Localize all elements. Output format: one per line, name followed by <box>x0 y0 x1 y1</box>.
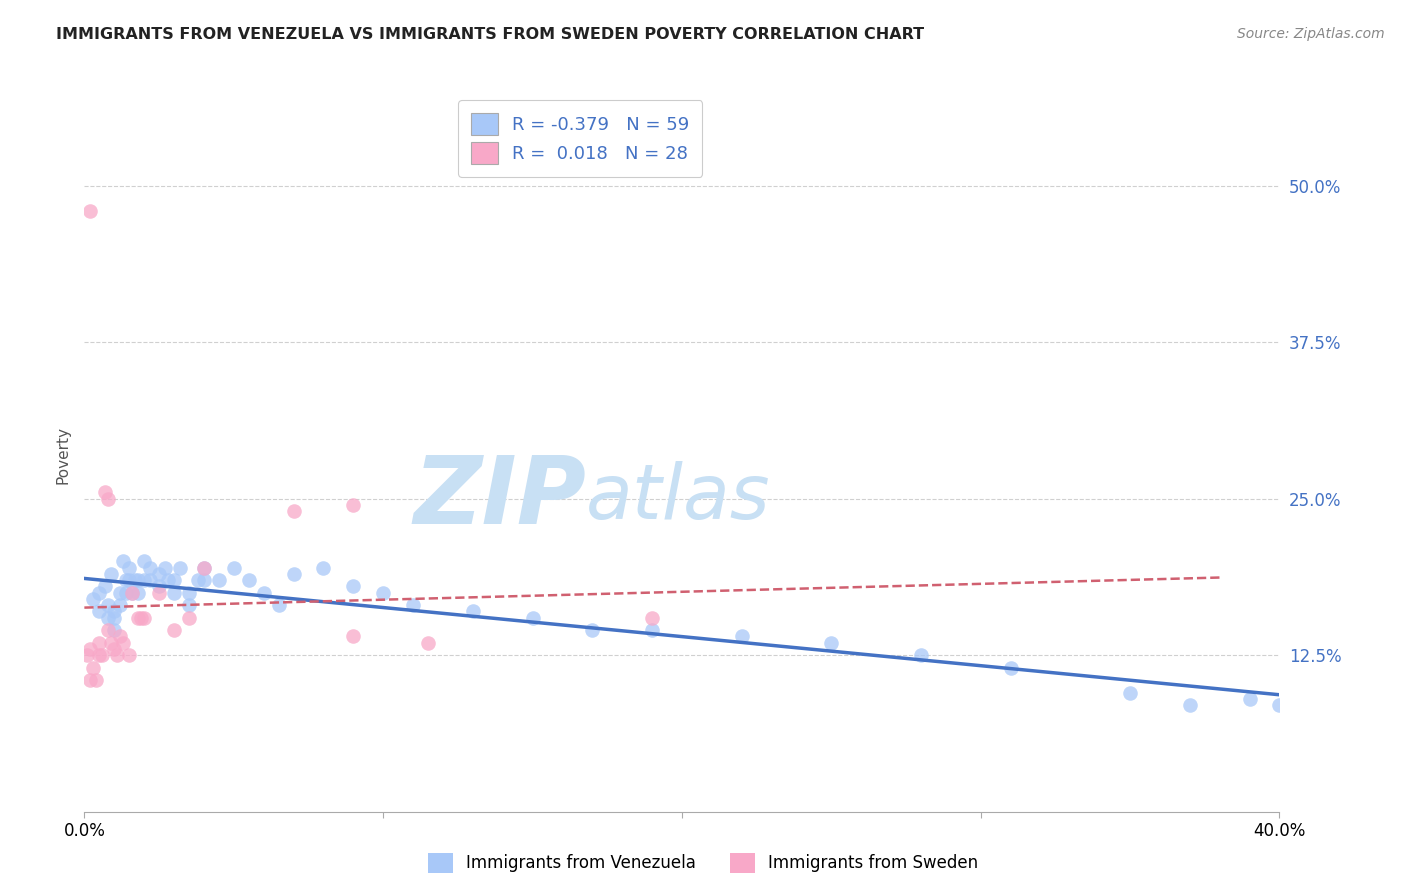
Point <box>820 636 842 650</box>
Point <box>97 610 120 624</box>
Point <box>115 573 138 587</box>
Point <box>97 598 120 612</box>
Point <box>110 630 132 644</box>
Point <box>581 623 603 637</box>
Point <box>127 610 149 624</box>
Point <box>89 636 111 650</box>
Point <box>283 504 305 518</box>
Point <box>124 573 146 587</box>
Point <box>76 648 98 663</box>
Point <box>127 573 149 587</box>
Point <box>89 648 111 663</box>
Point <box>731 630 754 644</box>
Text: IMMIGRANTS FROM VENEZUELA VS IMMIGRANTS FROM SWEDEN POVERTY CORRELATION CHART: IMMIGRANTS FROM VENEZUELA VS IMMIGRANTS … <box>56 27 924 42</box>
Point <box>641 623 664 637</box>
Point <box>132 573 156 587</box>
Point <box>312 560 335 574</box>
Point <box>129 610 152 624</box>
Point <box>112 636 135 650</box>
Point <box>139 560 162 574</box>
Point <box>103 642 125 657</box>
Point <box>342 579 364 593</box>
Point <box>148 585 170 599</box>
Point <box>94 579 117 593</box>
Point <box>283 566 305 581</box>
Point <box>121 585 143 599</box>
Text: atlas: atlas <box>586 461 770 534</box>
Point <box>1239 692 1261 706</box>
Legend: R = -0.379   N = 59, R =  0.018   N = 28: R = -0.379 N = 59, R = 0.018 N = 28 <box>458 100 703 177</box>
Point <box>118 648 141 663</box>
Point <box>103 610 125 624</box>
Point <box>522 610 544 624</box>
Point <box>342 630 364 644</box>
Point <box>177 585 200 599</box>
Point <box>118 560 141 574</box>
Point <box>132 554 156 568</box>
Point <box>89 585 111 599</box>
Point <box>121 585 143 599</box>
Point <box>82 661 104 675</box>
Point <box>641 610 664 624</box>
Legend: Immigrants from Venezuela, Immigrants from Sweden: Immigrants from Venezuela, Immigrants fr… <box>422 847 984 880</box>
Point <box>103 604 125 618</box>
Point <box>208 573 231 587</box>
Point <box>153 560 176 574</box>
Point <box>82 591 104 606</box>
Point <box>110 598 132 612</box>
Y-axis label: Poverty: Poverty <box>55 425 70 484</box>
Point <box>416 636 439 650</box>
Point <box>79 673 101 688</box>
Point <box>105 648 128 663</box>
Point <box>127 585 149 599</box>
Point <box>139 573 162 587</box>
Point <box>910 648 932 663</box>
Point <box>79 203 101 218</box>
Point <box>79 642 101 657</box>
Point <box>1178 698 1201 713</box>
Point <box>163 573 186 587</box>
Point <box>132 610 156 624</box>
Point <box>1000 661 1022 675</box>
Point <box>94 485 117 500</box>
Point <box>97 491 120 506</box>
Point <box>177 610 200 624</box>
Point <box>100 636 122 650</box>
Point <box>86 673 108 688</box>
Text: Source: ZipAtlas.com: Source: ZipAtlas.com <box>1237 27 1385 41</box>
Point <box>100 566 122 581</box>
Point <box>193 560 215 574</box>
Point <box>373 585 395 599</box>
Point <box>148 566 170 581</box>
Point <box>103 623 125 637</box>
Point <box>163 585 186 599</box>
Point <box>115 585 138 599</box>
Point <box>253 585 276 599</box>
Point <box>110 585 132 599</box>
Point <box>148 579 170 593</box>
Point <box>222 560 245 574</box>
Point <box>402 598 425 612</box>
Point <box>163 623 186 637</box>
Point <box>97 623 120 637</box>
Point <box>267 598 290 612</box>
Point <box>342 498 364 512</box>
Point <box>89 604 111 618</box>
Point <box>193 560 215 574</box>
Point <box>118 573 141 587</box>
Point <box>157 573 180 587</box>
Point <box>1268 698 1291 713</box>
Point <box>169 560 191 574</box>
Point <box>91 648 114 663</box>
Point <box>461 604 484 618</box>
Point <box>1119 686 1142 700</box>
Point <box>193 573 215 587</box>
Point <box>112 554 135 568</box>
Text: ZIP: ZIP <box>413 451 586 544</box>
Point <box>177 598 200 612</box>
Point <box>238 573 260 587</box>
Point <box>187 573 209 587</box>
